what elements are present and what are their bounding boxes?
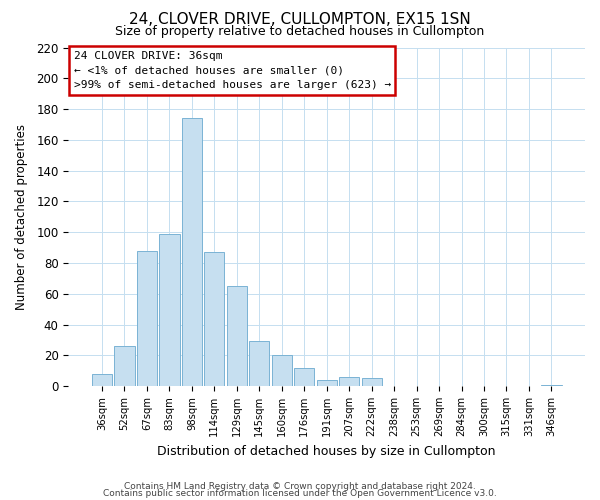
- Bar: [249, 342, 269, 386]
- Bar: [204, 252, 224, 386]
- Bar: [137, 250, 157, 386]
- Text: 24, CLOVER DRIVE, CULLOMPTON, EX15 1SN: 24, CLOVER DRIVE, CULLOMPTON, EX15 1SN: [129, 12, 471, 28]
- Bar: [272, 356, 292, 386]
- Y-axis label: Number of detached properties: Number of detached properties: [15, 124, 28, 310]
- Bar: [182, 118, 202, 386]
- Bar: [160, 234, 179, 386]
- Bar: [339, 377, 359, 386]
- Bar: [317, 380, 337, 386]
- Bar: [362, 378, 382, 386]
- Text: 24 CLOVER DRIVE: 36sqm
← <1% of detached houses are smaller (0)
>99% of semi-det: 24 CLOVER DRIVE: 36sqm ← <1% of detached…: [74, 51, 391, 90]
- Bar: [227, 286, 247, 386]
- Bar: [541, 384, 562, 386]
- Bar: [115, 346, 134, 386]
- Bar: [294, 368, 314, 386]
- Text: Contains public sector information licensed under the Open Government Licence v3: Contains public sector information licen…: [103, 490, 497, 498]
- X-axis label: Distribution of detached houses by size in Cullompton: Distribution of detached houses by size …: [157, 444, 496, 458]
- Bar: [92, 374, 112, 386]
- Text: Contains HM Land Registry data © Crown copyright and database right 2024.: Contains HM Land Registry data © Crown c…: [124, 482, 476, 491]
- Text: Size of property relative to detached houses in Cullompton: Size of property relative to detached ho…: [115, 25, 485, 38]
